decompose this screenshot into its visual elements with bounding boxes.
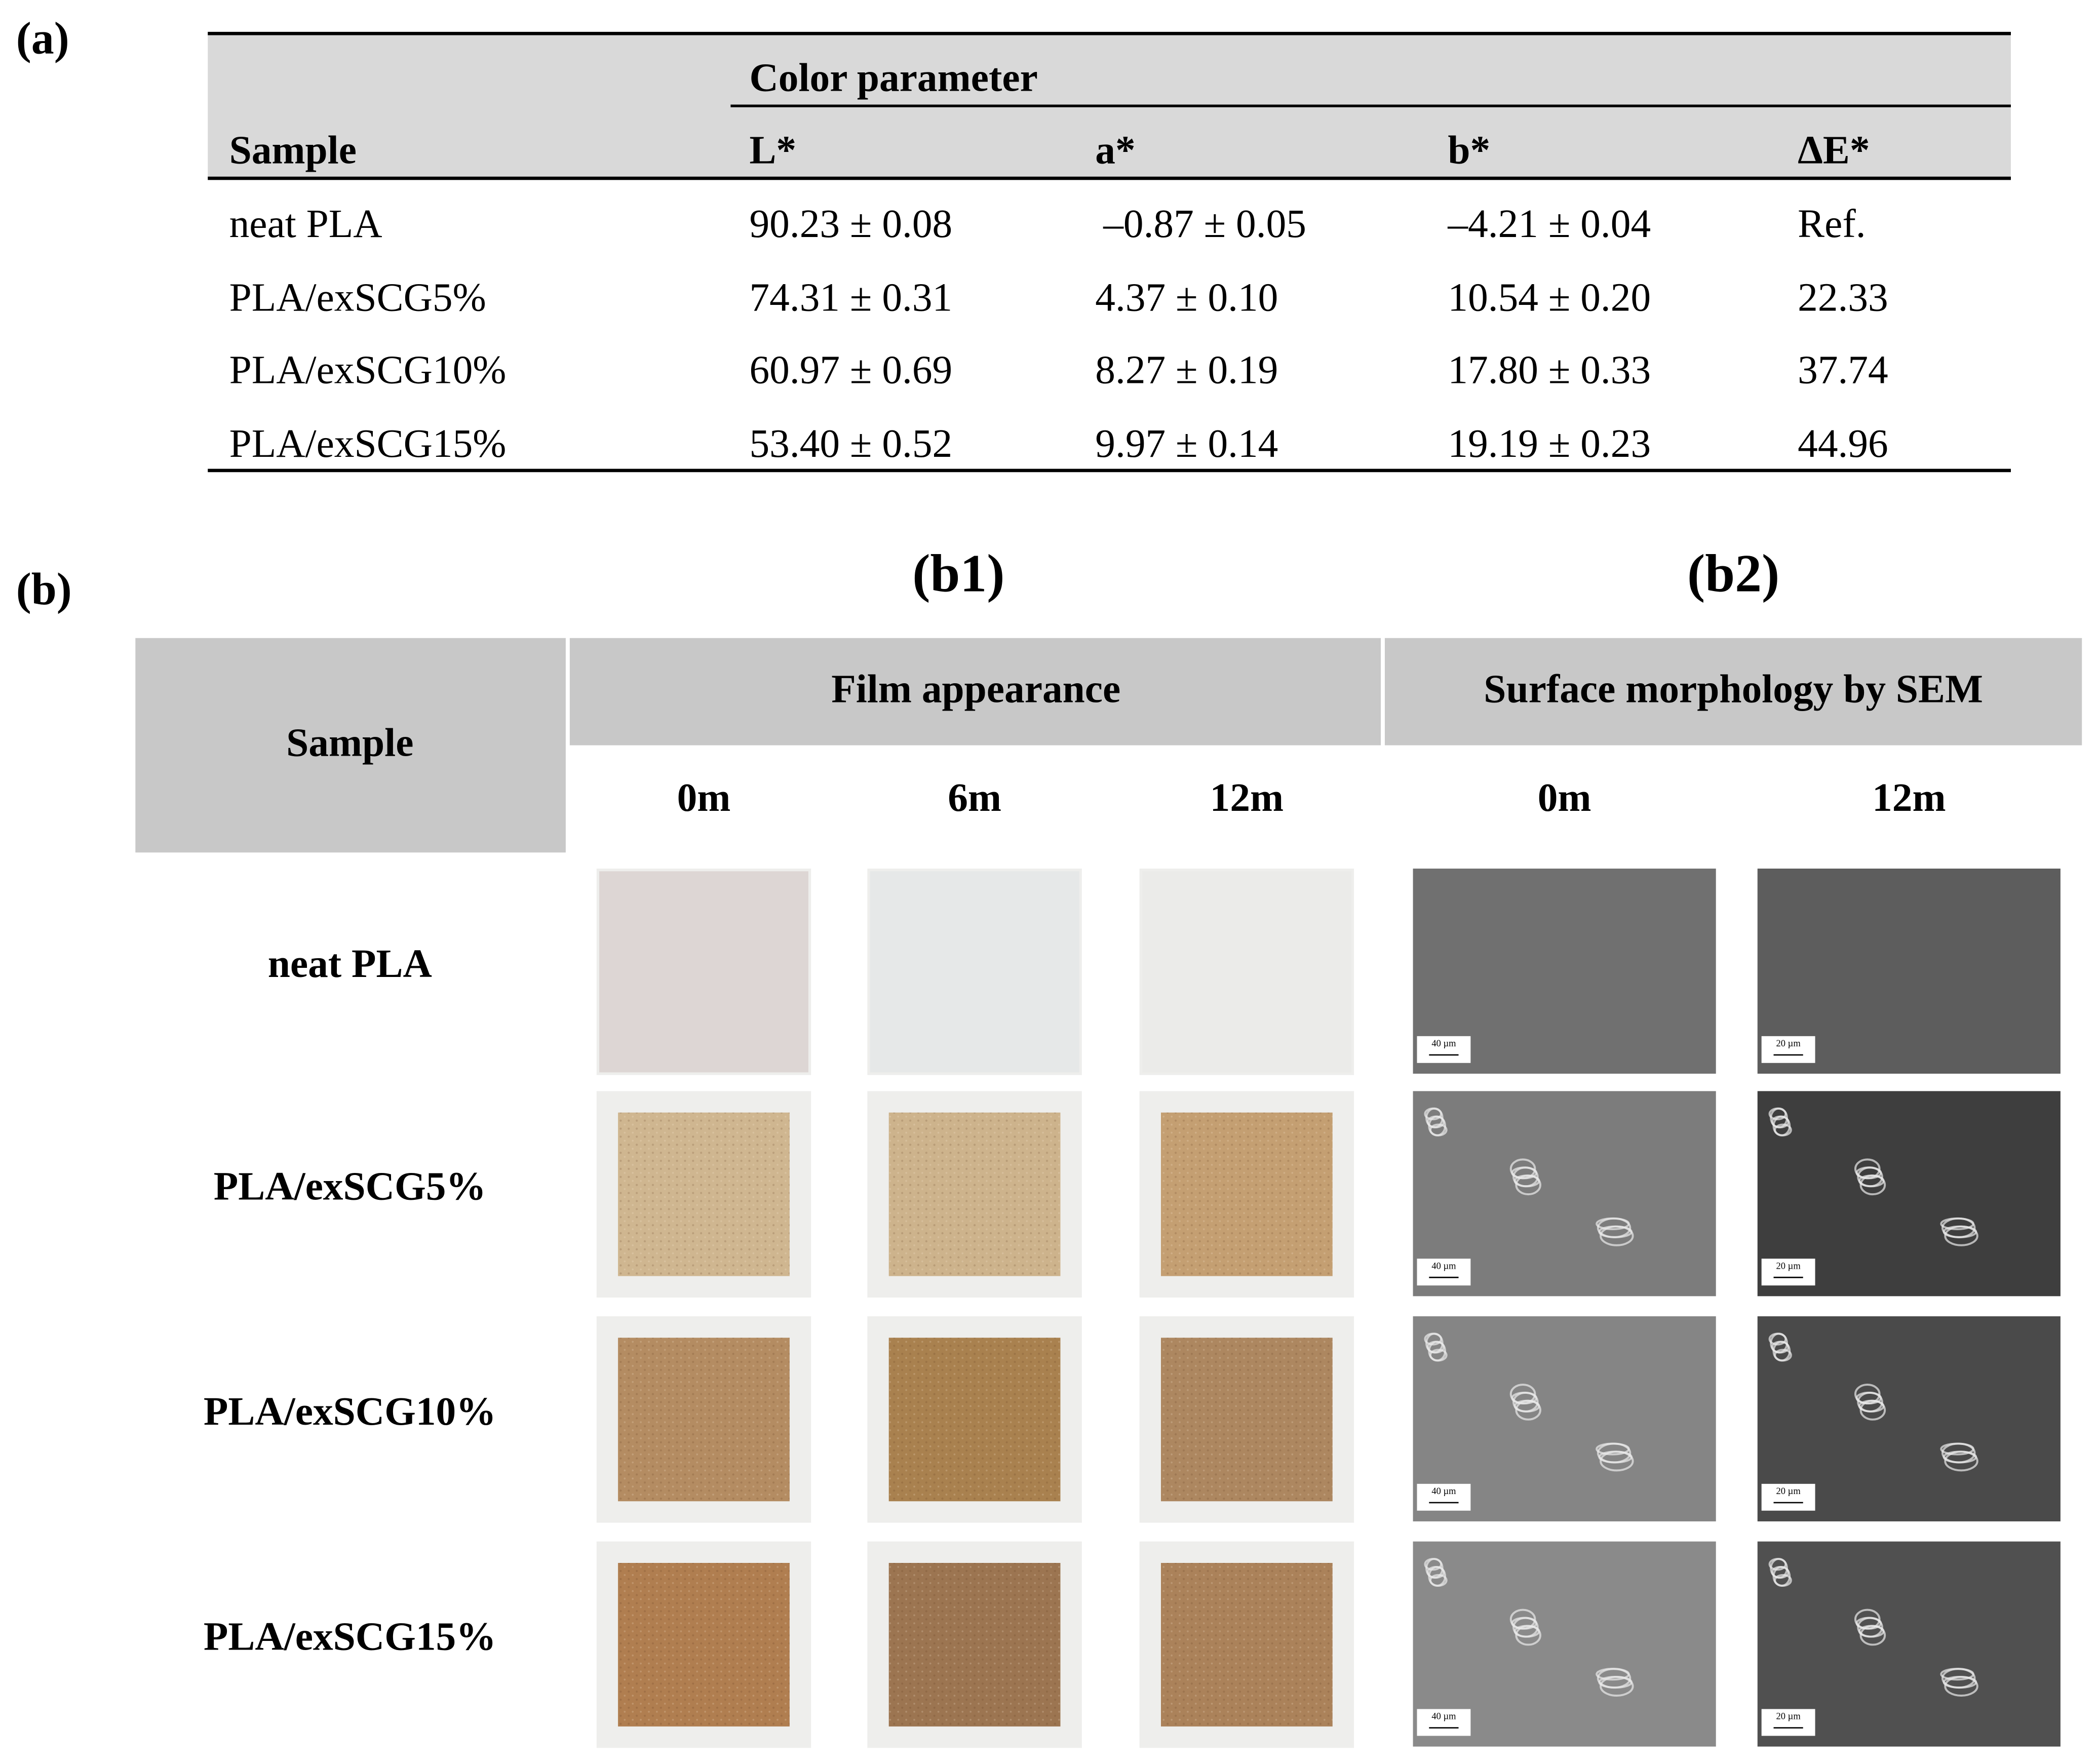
sample-name: PLA/exSCG15% (204, 1615, 496, 1659)
scale-bar-box (1417, 1259, 1471, 1286)
header: Surface morphology by SEM (1484, 667, 1983, 712)
scale-bar-box (1417, 1709, 1471, 1736)
scale-bar-label: 40 µm (1431, 1261, 1456, 1271)
column-header: a* (1095, 128, 1135, 173)
column-header: ΔE* (1798, 128, 1870, 173)
film-texture (618, 1338, 790, 1502)
sem-feature (1859, 1174, 1886, 1196)
scale-bar-box (1761, 1483, 1815, 1511)
header: Film appearance (831, 667, 1120, 712)
header-bg (1384, 638, 2082, 746)
sem-feature (1515, 1625, 1541, 1646)
sample-name: PLA/exSCG10% (204, 1389, 496, 1434)
sem-feature (1600, 1675, 1634, 1697)
sem-feature (1774, 1123, 1792, 1136)
subpanel-title: (b1) (912, 544, 1004, 603)
cell: 10.54 ± 0.20 (1448, 276, 1651, 320)
cell: PLA/exSCG5% (229, 276, 486, 320)
cell: 44.96 (1798, 421, 1888, 466)
cell: 4.37 ± 0.10 (1095, 276, 1278, 320)
cell: Ref. (1798, 202, 1866, 246)
sem-feature (1515, 1174, 1541, 1196)
sem-feature (1600, 1451, 1634, 1472)
sem-feature (1429, 1123, 1448, 1136)
film-texture (888, 1338, 1061, 1502)
header-bg (135, 638, 566, 853)
film-texture (1160, 1112, 1333, 1276)
film-photo (1142, 871, 1351, 1073)
film-photo (870, 871, 1079, 1073)
film-texture (1160, 1338, 1333, 1502)
panel-label: (a) (16, 13, 69, 63)
column-header: b* (1448, 128, 1490, 173)
scale-bar-label: 20 µm (1776, 1038, 1801, 1049)
sem-feature (1774, 1349, 1792, 1362)
sem-feature (1944, 1225, 1978, 1246)
cell: –0.87 ± 0.05 (1103, 202, 1306, 246)
sem-feature (1859, 1625, 1886, 1646)
scale-bar-label: 20 µm (1776, 1486, 1801, 1497)
film-texture (888, 1562, 1061, 1727)
sample-name: neat PLA (268, 942, 432, 986)
cell: 60.97 ± 0.69 (749, 348, 952, 393)
scale-bar-label: 40 µm (1431, 1711, 1456, 1722)
sem-feature (1944, 1451, 1978, 1472)
subpanel-title: (b2) (1687, 544, 1779, 603)
column-header: Sample (229, 128, 357, 173)
group-header: Color parameter (749, 56, 1037, 100)
cell: PLA/exSCG15% (229, 421, 507, 466)
time-label: 6m (948, 775, 1001, 820)
scale-bar-box (1761, 1036, 1815, 1063)
sem-feature (1515, 1399, 1541, 1421)
scale-bar-box (1761, 1709, 1815, 1736)
cell: 74.31 ± 0.31 (749, 276, 952, 320)
scale-bar-box (1761, 1259, 1815, 1286)
time-label: 12m (1872, 775, 1946, 820)
cell: PLA/exSCG10% (229, 348, 507, 393)
scale-bar-label: 20 µm (1776, 1261, 1801, 1271)
panel-label: (b) (16, 564, 72, 614)
cell: 90.23 ± 0.08 (749, 202, 952, 246)
cell: –4.21 ± 0.04 (1447, 202, 1651, 246)
header-bg (569, 638, 1381, 746)
sem-feature (1600, 1225, 1634, 1246)
time-label: 0m (1538, 775, 1591, 820)
film-texture (1160, 1562, 1333, 1727)
film-texture (888, 1112, 1061, 1276)
film-texture (618, 1562, 790, 1727)
scale-bar-box (1417, 1036, 1471, 1063)
time-label: 0m (677, 775, 731, 820)
time-label: 12m (1210, 775, 1284, 820)
cell: 17.80 ± 0.33 (1448, 348, 1651, 393)
cell: 22.33 (1798, 276, 1888, 320)
cell: 19.19 ± 0.23 (1448, 421, 1651, 466)
sem-feature (1774, 1574, 1792, 1587)
scale-bar-box (1417, 1483, 1471, 1511)
sem-feature (1429, 1574, 1448, 1587)
cell: neat PLA (229, 202, 382, 246)
header: Sample (286, 720, 413, 765)
scale-bar-label: 40 µm (1431, 1486, 1456, 1497)
sem-feature (1944, 1675, 1978, 1697)
film-photo (599, 871, 808, 1073)
sem-feature (1859, 1399, 1886, 1421)
film-texture (618, 1112, 790, 1276)
cell: 8.27 ± 0.19 (1095, 348, 1278, 393)
cell: 53.40 ± 0.52 (749, 421, 952, 466)
cell: 9.97 ± 0.14 (1095, 421, 1278, 466)
cell: 37.74 (1798, 348, 1888, 393)
scale-bar-label: 40 µm (1431, 1038, 1456, 1049)
scale-bar-label: 20 µm (1776, 1711, 1801, 1722)
sample-name: PLA/exSCG5% (214, 1164, 486, 1208)
sem-feature (1429, 1349, 1448, 1362)
column-header: L* (749, 128, 796, 173)
